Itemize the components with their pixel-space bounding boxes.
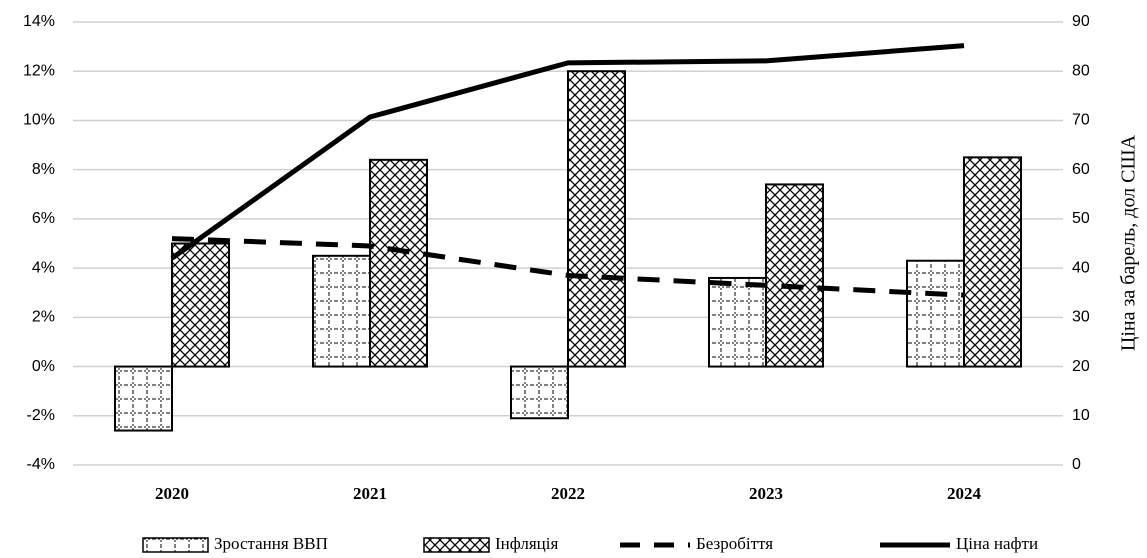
- y-tick-label: 6%: [32, 210, 55, 227]
- y2-tick-label: 90: [1072, 13, 1090, 30]
- x-tick-label: 2023: [749, 484, 783, 503]
- x-tick-label: 2021: [353, 484, 387, 503]
- bar: [369, 158, 428, 368]
- x-tick-label: 2024: [947, 484, 982, 503]
- legend-label: Інфляція: [495, 534, 558, 553]
- y2-tick-label: 50: [1072, 210, 1090, 227]
- y2-tick-label: 30: [1072, 309, 1090, 326]
- y2-tick-label: 60: [1072, 161, 1090, 178]
- legend-swatch: [142, 537, 209, 553]
- y-tick-label: 4%: [32, 259, 55, 276]
- legend-label: Зростання ВВП: [214, 534, 328, 553]
- y-tick-label: 2%: [32, 309, 55, 326]
- bar: [906, 259, 965, 368]
- y-tick-label: 10%: [23, 112, 55, 129]
- bar: [312, 254, 371, 368]
- x-tick-label: 2020: [155, 484, 189, 503]
- bar: [171, 242, 230, 368]
- y-tick-label: 8%: [32, 161, 55, 178]
- bar: [708, 276, 767, 368]
- bar: [510, 365, 569, 420]
- line: [170, 43, 965, 261]
- y2-tick-label: 20: [1072, 358, 1090, 375]
- y-tick-label: -4%: [27, 456, 55, 473]
- bar: [114, 365, 173, 432]
- bar: [963, 156, 1022, 368]
- y-tick-label: 12%: [23, 62, 55, 79]
- legend-label: Безробіття: [696, 534, 773, 553]
- y2-tick-label: 10: [1072, 407, 1090, 424]
- bar: [567, 70, 626, 368]
- y2-tick-label: 40: [1072, 259, 1090, 276]
- y2-tick-label: 70: [1072, 112, 1090, 129]
- y2-tick-label: 0: [1072, 456, 1081, 473]
- y-tick-label: 14%: [23, 13, 55, 30]
- x-tick-label: 2022: [551, 484, 585, 503]
- legend-label: Ціна нафти: [956, 534, 1038, 553]
- legend-swatch: [423, 537, 490, 553]
- y-tick-label: -2%: [27, 407, 55, 424]
- y2-tick-label: 80: [1072, 62, 1090, 79]
- line: [171, 236, 965, 298]
- y-tick-label: 0%: [32, 358, 55, 375]
- bar: [765, 183, 824, 368]
- y2-axis-label: Ціна за барель, дол США: [1118, 134, 1140, 351]
